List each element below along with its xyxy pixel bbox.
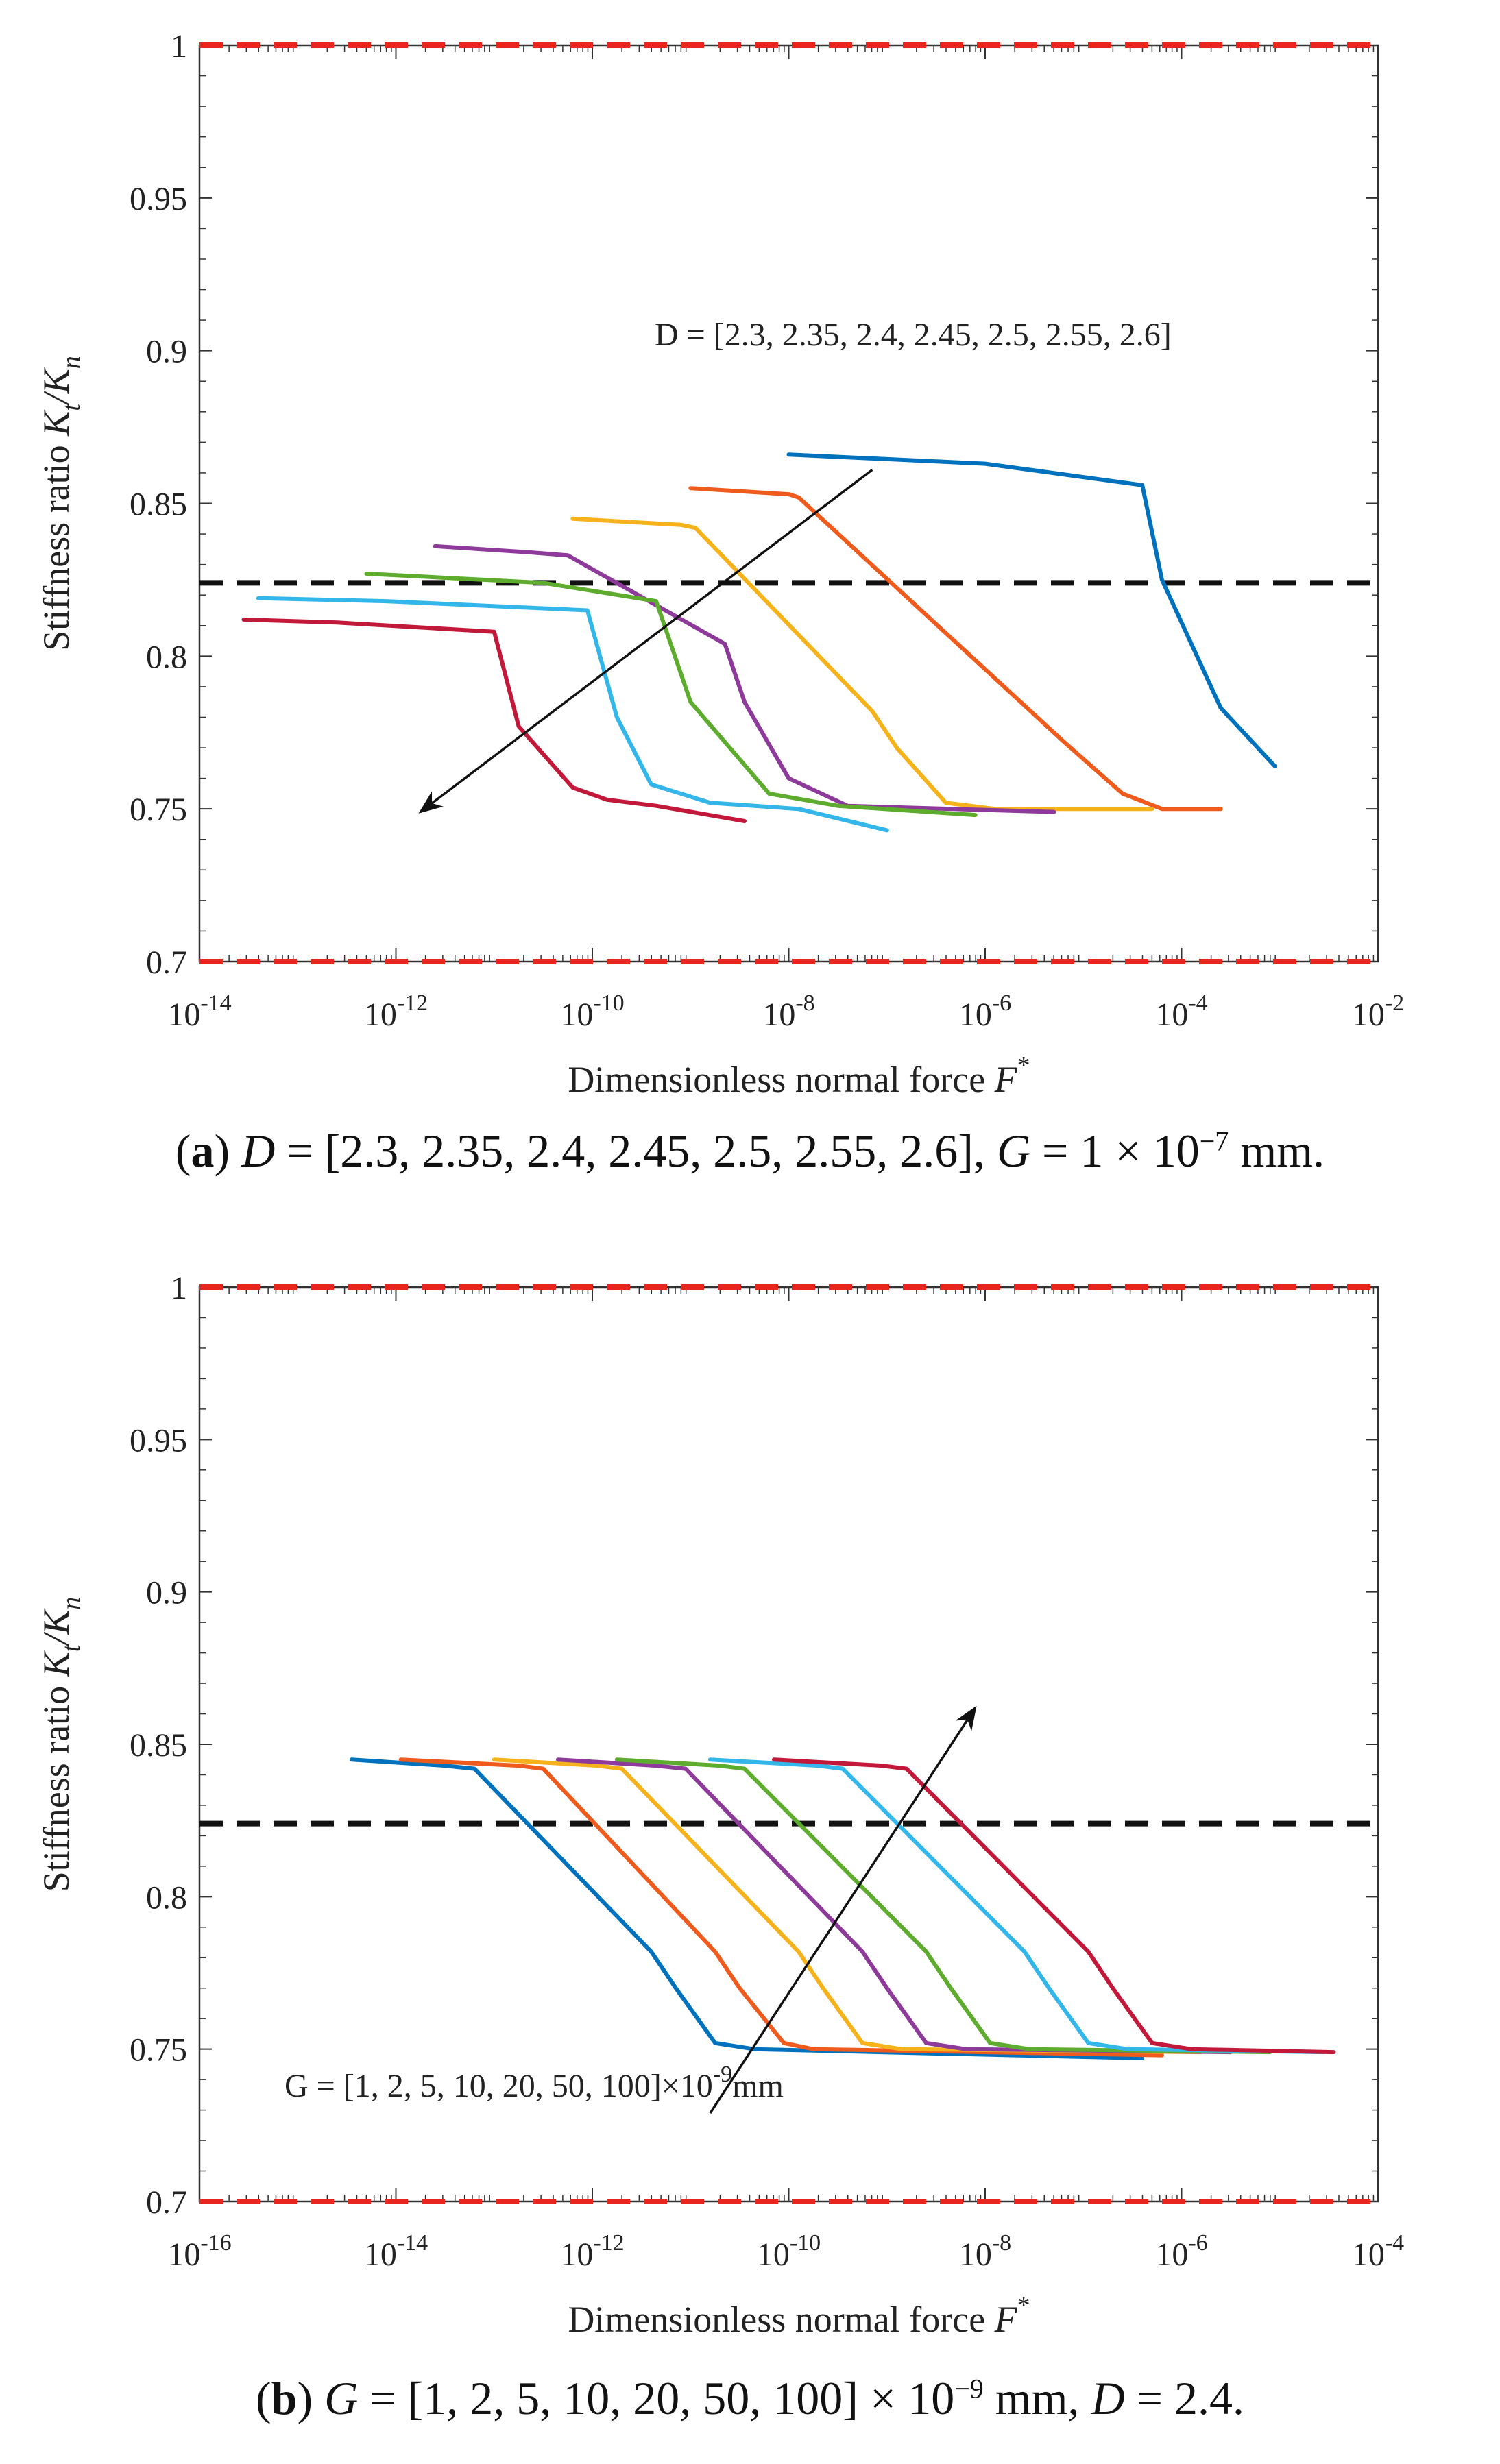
panel-a-y-tick-label: 1	[171, 28, 187, 64]
panel-a-x-tick-label: 10-12	[364, 990, 428, 1033]
panel-a-y-tick-label: 0.85	[130, 487, 187, 523]
panel-a-arrow	[418, 469, 873, 814]
panel-b-axes-box	[198, 1286, 1379, 2203]
panel-b-x-tick-label: 10-6	[1155, 2230, 1207, 2273]
panel-b-x-tick-label: 10-12	[560, 2230, 624, 2273]
caption-a-part4: −7	[1199, 1125, 1229, 1157]
panel-a-series-line-6	[256, 596, 889, 833]
panel-b: 10-16 10-14 10-12 10-10 10-8 10-6 10-4 0.7 0.75 0…	[36, 1270, 1404, 2340]
panel-a-y-tick-label: 0.95	[130, 181, 187, 217]
panel-b-series-line-7	[772, 1757, 1336, 2055]
panel-b-y-tick-label: 0.7	[146, 2184, 187, 2221]
panel-a-annotation: D = [2.3, 2.35, 2.4, 2.45, 2.5, 2.55, 2.…	[655, 317, 1172, 353]
caption-a-label: a	[191, 1125, 215, 1177]
panel-a-x-tick-label: 10-2	[1352, 990, 1404, 1033]
panel-b-x-axis-label: Dimensionless normal force F*	[568, 2291, 1030, 2340]
panel-b-series-line-4	[555, 1757, 1233, 2055]
panel-a-x-tick-label: 10-8	[762, 990, 814, 1033]
panel-b-y-tick-label: 0.9	[146, 1575, 187, 1611]
caption-b-part5: = 2.4.	[1124, 2372, 1245, 2424]
panel-a-x-tick-label: 10-4	[1155, 990, 1207, 1033]
panel-a-y-tick-label: 0.7	[146, 944, 187, 981]
caption-b-part3: mm,	[983, 2372, 1091, 2424]
caption-b-part2: −9	[954, 2373, 984, 2404]
panel-a-x-tick-label: 10-14	[167, 990, 231, 1033]
panel-a-x-tick-label: 10-10	[560, 990, 624, 1033]
panel-a-series-line-3	[570, 516, 1154, 812]
panel-a-series-line-2	[688, 486, 1223, 812]
panel-a-y-axis-label: Stiffness ratio Kt/Kn	[36, 356, 86, 651]
panel-a-y-tick-label: 0.8	[146, 639, 187, 675]
panel-a-x-tick-label: 10-6	[959, 990, 1011, 1033]
panel-b-arrow	[709, 1705, 977, 2114]
caption-a-part1: = [2.3, 2.35, 2.4, 2.45, 2.5, 2.55, 2.6]…	[275, 1125, 997, 1177]
panel-b-series-line-2	[398, 1757, 1164, 2058]
caption-a: (a) D = [2.3, 2.35, 2.4, 2.45, 2.5, 2.55…	[175, 1125, 1325, 1177]
caption-a-part5: mm.	[1229, 1125, 1325, 1177]
panel-a-y-tick-label: 0.75	[130, 792, 187, 828]
caption-b-part1: = [1, 2, 5, 10, 20, 50, 100] × 10	[358, 2372, 955, 2424]
caption-b: (b) G = [1, 2, 5, 10, 20, 50, 100] × 10−…	[255, 2372, 1245, 2424]
panel-b-x-tick-label: 10-16	[167, 2230, 231, 2273]
caption-b-part4: D	[1091, 2372, 1125, 2424]
panel-a-y-tick-label: 0.9	[146, 334, 187, 370]
panel-b-series-line-3	[492, 1757, 1204, 2055]
panel-b-x-tick-label: 10-4	[1352, 2230, 1404, 2273]
panel-b-annotation: G = [1, 2, 5, 10, 20, 50, 100]×10-9mm	[285, 2062, 784, 2104]
panel-b-y-axis-label: Stiffness ratio Kt/Kn	[36, 1597, 86, 1892]
panel-a: 10-14 10-12 10-10 10-8 10-6 10-4 10-2 0.7 0.75 0.…	[36, 28, 1404, 1100]
caption-a-part0: D	[241, 1125, 276, 1177]
panel-b-y-tick-label: 0.85	[130, 1727, 187, 1764]
panel-a-x-axis-label: Dimensionless normal force F*	[568, 1051, 1030, 1100]
caption-b-part0: G	[324, 2372, 359, 2424]
panel-b-y-tick-label: 0.95	[130, 1422, 187, 1459]
panel-b-x-tick-label: 10-10	[757, 2230, 821, 2273]
panel-a-axes-box	[198, 44, 1379, 963]
panel-b-y-tick-label: 0.8	[146, 1879, 187, 1916]
panel-b-x-tick-label: 10-14	[364, 2230, 428, 2273]
panel-b-y-tick-label: 1	[171, 1270, 187, 1306]
panel-b-y-tick-label: 0.75	[130, 2032, 187, 2069]
caption-a-part2: G	[996, 1125, 1031, 1177]
panel-b-series-line-6	[707, 1757, 1327, 2055]
caption-a-part3: = 1 × 10	[1030, 1125, 1200, 1177]
panel-b-x-tick-label: 10-8	[959, 2230, 1011, 2273]
panel-a-series-line-4	[433, 544, 1056, 814]
panel-a-series-line-1	[786, 452, 1277, 768]
panel-b-series-line-5	[614, 1757, 1272, 2055]
panel-a-series-line-7	[241, 617, 747, 823]
panel-a-series-line-5	[364, 572, 978, 818]
panel-b-series-line-1	[350, 1757, 1145, 2060]
caption-b-label: b	[271, 2372, 298, 2424]
